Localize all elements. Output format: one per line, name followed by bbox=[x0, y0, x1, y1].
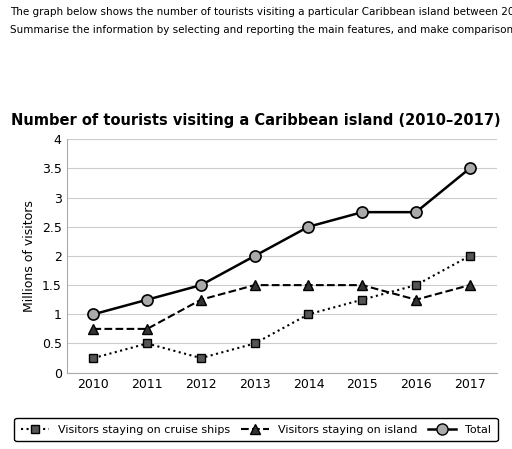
Legend: Visitors staying on cruise ships, Visitors staying on island, Total: Visitors staying on cruise ships, Visito… bbox=[14, 418, 498, 441]
Y-axis label: Millions of visitors: Millions of visitors bbox=[23, 200, 36, 312]
Text: The graph below shows the number of tourists visiting a particular Caribbean isl: The graph below shows the number of tour… bbox=[10, 7, 512, 17]
Text: Summarise the information by selecting and reporting the main features, and make: Summarise the information by selecting a… bbox=[10, 25, 512, 35]
Text: Number of tourists visiting a Caribbean island (2010–2017): Number of tourists visiting a Caribbean … bbox=[11, 113, 501, 128]
